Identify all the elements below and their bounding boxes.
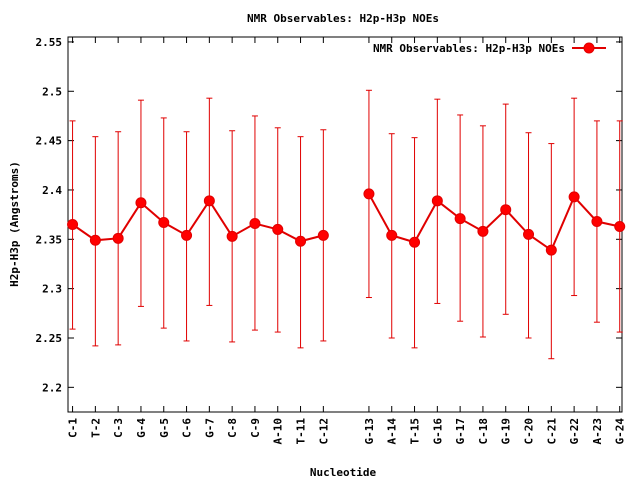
data-point: [477, 225, 489, 237]
x-tick-label: G-16: [431, 418, 444, 445]
x-tick-label: A-14: [386, 418, 399, 445]
x-tick-label: C-20: [523, 418, 536, 445]
x-tick-label: A-10: [272, 418, 285, 445]
data-point: [295, 235, 307, 247]
data-point: [431, 195, 443, 207]
data-point: [89, 234, 101, 246]
x-tick-label: C-18: [477, 418, 490, 445]
x-tick-label: G-22: [568, 418, 581, 445]
y-tick-label: 2.4: [42, 184, 62, 197]
x-tick-label: C-1: [67, 418, 80, 438]
data-point: [158, 217, 170, 229]
y-tick-label: 2.35: [36, 233, 63, 246]
data-point: [591, 216, 603, 228]
data-point: [545, 244, 557, 256]
x-tick-label: G-13: [363, 418, 376, 445]
y-axis-label: H2p-H3p (Angstroms): [8, 161, 21, 287]
legend-point-sample: [583, 42, 595, 54]
x-tick-label: G-24: [614, 418, 627, 445]
x-tick-label: C-3: [112, 418, 125, 438]
data-point: [454, 213, 466, 225]
x-tick-label: G-5: [158, 418, 171, 438]
y-tick-label: 2.55: [36, 36, 63, 49]
data-point: [135, 197, 147, 209]
x-tick-label: C-6: [181, 418, 194, 438]
x-tick-label: T-15: [409, 418, 422, 445]
data-point: [203, 195, 215, 207]
data-point: [523, 228, 535, 240]
data-point: [181, 229, 193, 241]
data-point: [614, 220, 626, 232]
x-tick-label: A-23: [591, 418, 604, 445]
y-tick-label: 2.3: [42, 283, 62, 296]
data-point: [568, 191, 580, 203]
y-tick-label: 2.2: [42, 381, 62, 394]
y-tick-label: 2.25: [36, 332, 63, 345]
legend-label: NMR Observables: H2p-H3p NOEs: [373, 42, 565, 55]
series-lines: [71, 193, 620, 252]
data-point: [317, 229, 329, 241]
plot-frame: [67, 36, 623, 413]
data-point: [249, 218, 261, 230]
x-tick-label: G-4: [135, 418, 148, 438]
x-tick-label: T-11: [295, 418, 308, 445]
data-point: [409, 236, 421, 248]
x-tick-label: G-17: [454, 418, 467, 445]
y-tick-label: 2.45: [36, 135, 63, 148]
x-tick-label: T-2: [89, 418, 102, 438]
x-tick-label: C-21: [545, 418, 558, 445]
x-tick-label: C-12: [317, 418, 330, 445]
data-points: [67, 188, 626, 256]
x-tick-label: G-19: [500, 418, 513, 445]
data-point: [226, 230, 238, 242]
data-point: [67, 219, 79, 230]
data-point: [112, 232, 124, 244]
x-tick-label: C-9: [249, 418, 262, 438]
data-point: [363, 188, 375, 200]
data-point: [500, 204, 512, 216]
legend: NMR Observables: H2p-H3p NOEs: [373, 42, 606, 55]
data-point: [272, 223, 284, 235]
error-bars: [69, 89, 623, 360]
series-line: [368, 193, 620, 252]
y-tick-label: 2.5: [42, 85, 62, 98]
x-tick-label: G-7: [203, 418, 216, 438]
data-point: [386, 229, 398, 241]
x-tick-label: C-8: [226, 418, 239, 438]
chart-title: NMR Observables: H2p-H3p NOEs: [247, 12, 439, 25]
series-line: [71, 198, 324, 243]
x-axis-label: Nucleotide: [310, 466, 377, 479]
axis-ticks: 2.2 2.25 2.3 2.35 2.4 2.45 2.5 2.55 C-1 T-2 C-3 G-4…: [36, 36, 627, 445]
